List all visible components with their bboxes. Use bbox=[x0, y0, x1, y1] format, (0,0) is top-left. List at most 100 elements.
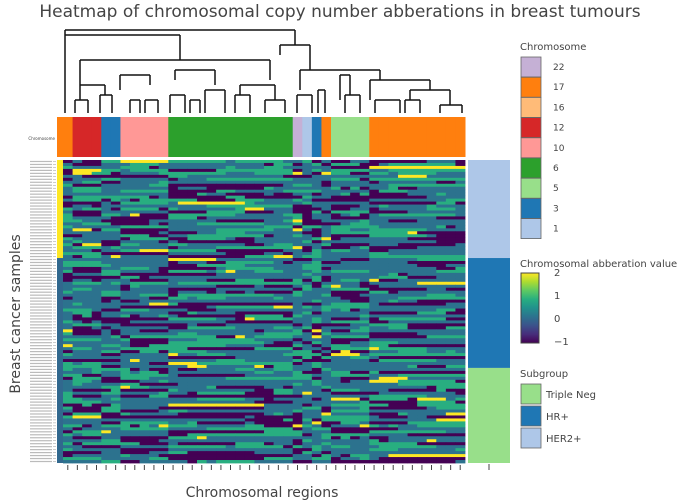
heatmap-cell bbox=[455, 335, 466, 339]
heatmap-cell bbox=[101, 192, 112, 197]
heatmap-cell bbox=[197, 406, 207, 410]
heatmap-cell bbox=[101, 213, 112, 217]
heatmap-cell bbox=[273, 213, 284, 217]
heatmap-cell bbox=[216, 454, 227, 458]
heatmap-cell bbox=[264, 296, 274, 301]
heatmap-cell bbox=[63, 388, 73, 393]
heatmap-cell bbox=[283, 290, 294, 295]
heatmap-cell bbox=[388, 454, 399, 458]
heatmap-cell bbox=[225, 287, 236, 292]
heatmap-cell bbox=[139, 367, 150, 372]
heatmap-cell bbox=[388, 376, 399, 381]
heatmap-row bbox=[63, 263, 466, 268]
heatmap-cell bbox=[139, 353, 150, 357]
heatmap-cell bbox=[91, 240, 102, 244]
heatmap-cell bbox=[139, 406, 150, 410]
heatmap-cell bbox=[158, 308, 169, 312]
heatmap-cell bbox=[101, 186, 112, 191]
heatmap-cell bbox=[130, 406, 140, 410]
heatmap-cell bbox=[350, 162, 361, 167]
heatmap-cell bbox=[254, 424, 265, 428]
heatmap-cell bbox=[244, 415, 255, 419]
heatmap-cell bbox=[417, 255, 428, 259]
heatmap-cell bbox=[110, 234, 121, 238]
heatmap-cell bbox=[378, 186, 389, 191]
heatmap-cell bbox=[187, 192, 198, 197]
heatmap-cell bbox=[302, 391, 313, 396]
heatmap-cell bbox=[225, 207, 236, 211]
heatmap-cell bbox=[264, 216, 274, 220]
heatmap-cell bbox=[139, 329, 150, 333]
heatmap-row bbox=[63, 308, 466, 312]
heatmap-cell bbox=[82, 272, 93, 277]
chromosome-legend-swatch bbox=[520, 76, 542, 98]
heatmap-cell bbox=[407, 281, 418, 286]
heatmap-cell bbox=[206, 317, 217, 321]
heatmap-cell bbox=[331, 457, 341, 461]
heatmap-cell bbox=[120, 263, 131, 268]
heatmap-cell bbox=[82, 216, 93, 220]
heatmap-cell bbox=[216, 406, 227, 410]
heatmap-cell bbox=[264, 293, 274, 298]
row-tick-label bbox=[30, 175, 52, 177]
heatmap-cell bbox=[197, 234, 207, 238]
heatmap-cell bbox=[130, 189, 140, 194]
heatmap-cell bbox=[206, 225, 217, 229]
heatmap-cell bbox=[273, 344, 284, 348]
heatmap-cell bbox=[235, 266, 246, 271]
heatmap-cell bbox=[225, 326, 236, 330]
heatmap-cell bbox=[388, 344, 399, 348]
heatmap-cell bbox=[225, 192, 236, 197]
heatmap-cell bbox=[120, 275, 131, 280]
heatmap-cell bbox=[311, 296, 322, 301]
heatmap-cell bbox=[244, 362, 255, 366]
chromosome-annotation-cell bbox=[91, 117, 102, 157]
heatmap-cell bbox=[110, 356, 121, 360]
heatmap-cell bbox=[378, 237, 389, 241]
heatmap-cell bbox=[82, 347, 93, 351]
heatmap-cell bbox=[149, 180, 160, 185]
heatmap-cell bbox=[292, 213, 303, 217]
row-tick-label bbox=[30, 327, 52, 329]
heatmap-cell bbox=[82, 210, 93, 214]
heatmap-cell bbox=[139, 451, 150, 455]
heatmap-row bbox=[63, 451, 466, 455]
heatmap-cell bbox=[378, 269, 389, 274]
heatmap-cell bbox=[378, 332, 389, 336]
heatmap-cell bbox=[455, 388, 466, 393]
heatmap-cell bbox=[331, 356, 341, 360]
heatmap-cell bbox=[388, 174, 399, 179]
heatmap-cell bbox=[407, 347, 418, 351]
heatmap-cell bbox=[321, 293, 332, 298]
heatmap-cell bbox=[82, 204, 93, 208]
heatmap-cell bbox=[302, 385, 313, 390]
heatmap-cell bbox=[91, 329, 102, 333]
heatmap-cell bbox=[120, 326, 131, 330]
heatmap-cell bbox=[158, 162, 169, 167]
heatmap-cell bbox=[197, 263, 207, 268]
heatmap-cell bbox=[168, 219, 179, 223]
heatmap-cell bbox=[63, 317, 73, 321]
heatmap-cell bbox=[149, 373, 160, 378]
heatmap-cell bbox=[417, 424, 428, 428]
heatmap-cell bbox=[455, 213, 466, 217]
heatmap-cell bbox=[168, 272, 179, 277]
heatmap-cell bbox=[359, 335, 370, 339]
heatmap-cell bbox=[130, 400, 140, 404]
heatmap-cell bbox=[168, 311, 179, 315]
heatmap-cell bbox=[130, 326, 140, 330]
heatmap-cell bbox=[254, 415, 265, 419]
heatmap-cell bbox=[426, 183, 437, 188]
heatmap-cell bbox=[398, 400, 408, 404]
heatmap-cell bbox=[244, 290, 255, 295]
heatmap-cell bbox=[149, 308, 160, 312]
heatmap-cell bbox=[302, 192, 313, 197]
heatmap-cell bbox=[72, 177, 83, 182]
heatmap-cell bbox=[417, 299, 428, 303]
heatmap-cell bbox=[417, 225, 428, 229]
heatmap-cell bbox=[359, 183, 370, 188]
heatmap-cell bbox=[436, 219, 447, 223]
heatmap-cell bbox=[292, 225, 303, 229]
heatmap-cell bbox=[388, 258, 399, 262]
heatmap-cell bbox=[158, 272, 169, 277]
